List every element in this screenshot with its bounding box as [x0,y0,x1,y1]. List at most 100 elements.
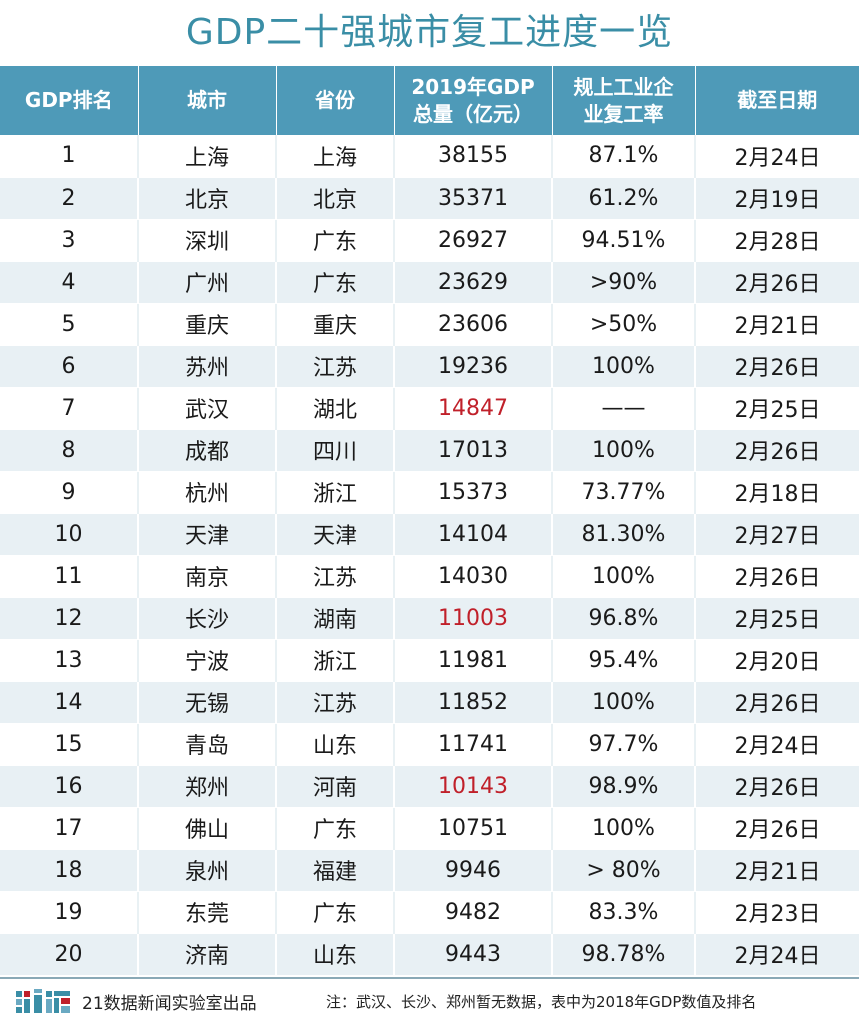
cell-city: 武汉 [138,387,277,430]
cell-gdp: 10143 [394,765,553,808]
cell-province: 重庆 [276,303,395,346]
cell-date: 2月26日 [695,555,859,598]
cell-city: 重庆 [138,303,277,346]
cell-gdp: 11003 [394,597,553,640]
cell-province: 湖北 [276,387,395,430]
cell-date: 2月25日 [695,387,859,430]
cell-rank: 13 [0,639,139,682]
table-row: 14 无锡 江苏 11852 100% 2月26日 [0,681,859,724]
cell-rate: 100% [552,807,696,850]
footer: 21数据新闻实验室出品 注：武汉、长沙、郑州暂无数据，表中为2018年GDP数值… [0,977,859,1026]
cell-rate: 61.2% [552,177,696,220]
cell-rate: 98.9% [552,765,696,808]
cell-rank: 12 [0,597,139,640]
cell-rank: 8 [0,429,139,472]
table-row: 19 东莞 广东 9482 83.3% 2月23日 [0,891,859,934]
cell-rate: >90% [552,261,696,304]
cell-province: 江苏 [276,555,395,598]
cell-gdp: 26927 [394,219,553,262]
cell-rate: 100% [552,681,696,724]
table-row: 8 成都 四川 17013 100% 2月26日 [0,429,859,472]
cell-rank: 20 [0,933,139,976]
table-row: 13 宁波 浙江 11981 95.4% 2月20日 [0,639,859,682]
cell-city: 北京 [138,177,277,220]
cell-city: 东莞 [138,891,277,934]
page-title: GDP二十强城市复工进度一览 [185,12,674,53]
cell-date: 2月20日 [695,639,859,682]
cell-rank: 7 [0,387,139,430]
cell-rate: 100% [552,555,696,598]
cell-rank: 14 [0,681,139,724]
cell-province: 浙江 [276,639,395,682]
cell-rate: 81.30% [552,513,696,556]
header-rate-line1: 规上工业企 [573,74,674,99]
cell-province: 广东 [276,891,395,934]
cell-rank: 5 [0,303,139,346]
cell-city: 郑州 [138,765,277,808]
cell-rank: 9 [0,471,139,514]
table-row: 20 济南 山东 9443 98.78% 2月24日 [0,933,859,976]
cell-province: 福建 [276,849,395,892]
cell-city: 无锡 [138,681,277,724]
cell-date: 2月28日 [695,219,859,262]
cell-province: 江苏 [276,681,395,724]
header-city: 城市 [138,66,277,135]
cell-rate: 94.51% [552,219,696,262]
cell-date: 2月26日 [695,261,859,304]
cell-rate: 98.78% [552,933,696,976]
cell-gdp: 14104 [394,513,553,556]
cell-gdp: 38155 [394,135,553,178]
cell-rank: 15 [0,723,139,766]
cell-city: 上海 [138,135,277,178]
table-row: 12 长沙 湖南 11003 96.8% 2月25日 [0,597,859,640]
cell-date: 2月18日 [695,471,859,514]
cell-city: 青岛 [138,723,277,766]
cell-city: 宁波 [138,639,277,682]
table-row: 2 北京 北京 35371 61.2% 2月19日 [0,177,859,220]
cell-date: 2月26日 [695,681,859,724]
cell-rate: 97.7% [552,723,696,766]
cell-province: 浙江 [276,471,395,514]
table-body: 1 上海 上海 38155 87.1% 2月24日 2 北京 北京 35371 61.2% 2月19日… [0,135,859,976]
table-row: 7 武汉 湖北 14847 —— 2月25日 [0,387,859,430]
cell-rank: 4 [0,261,139,304]
cell-gdp: 9443 [394,933,553,976]
cell-rank: 17 [0,807,139,850]
cell-city: 深圳 [138,219,277,262]
header-gdp-line2: 总量（亿元） [413,101,533,126]
cell-date: 2月21日 [695,303,859,346]
cell-city: 天津 [138,513,277,556]
cell-date: 2月24日 [695,723,859,766]
cell-rank: 1 [0,135,139,178]
footnote: 注：武汉、长沙、郑州暂无数据，表中为2018年GDP数值及排名 [326,993,757,1011]
cell-province: 四川 [276,429,395,472]
cell-province: 广东 [276,807,395,850]
table-row: 6 苏州 江苏 19236 100% 2月26日 [0,345,859,388]
cell-date: 2月26日 [695,765,859,808]
gdp-table: GDP排名 城市 省份 2019年GDP 总量（亿元） 规上工业企 业复工率 截… [0,66,859,976]
cell-rank: 3 [0,219,139,262]
cell-city: 成都 [138,429,277,472]
table-row: 5 重庆 重庆 23606 >50% 2月21日 [0,303,859,346]
table-header: GDP排名 城市 省份 2019年GDP 总量（亿元） 规上工业企 业复工率 截… [0,66,859,135]
cell-gdp: 14847 [394,387,553,430]
table-row: 10 天津 天津 14104 81.30% 2月27日 [0,513,859,556]
cell-gdp: 9482 [394,891,553,934]
cell-gdp: 14030 [394,555,553,598]
table-row: 15 青岛 山东 11741 97.7% 2月24日 [0,723,859,766]
header-rank: GDP排名 [0,66,139,135]
cell-city: 广州 [138,261,277,304]
cell-rank: 11 [0,555,139,598]
21-logo-icon [16,989,70,1013]
cell-rate: 87.1% [552,135,696,178]
cell-gdp: 23606 [394,303,553,346]
cell-rate: 73.77% [552,471,696,514]
cell-province: 上海 [276,135,395,178]
header-gdp-line1: 2019年GDP [411,74,535,99]
cell-city: 佛山 [138,807,277,850]
cell-province: 湖南 [276,597,395,640]
source-credit: 21数据新闻实验室出品 [82,994,257,1014]
cell-date: 2月24日 [695,135,859,178]
cell-date: 2月23日 [695,891,859,934]
